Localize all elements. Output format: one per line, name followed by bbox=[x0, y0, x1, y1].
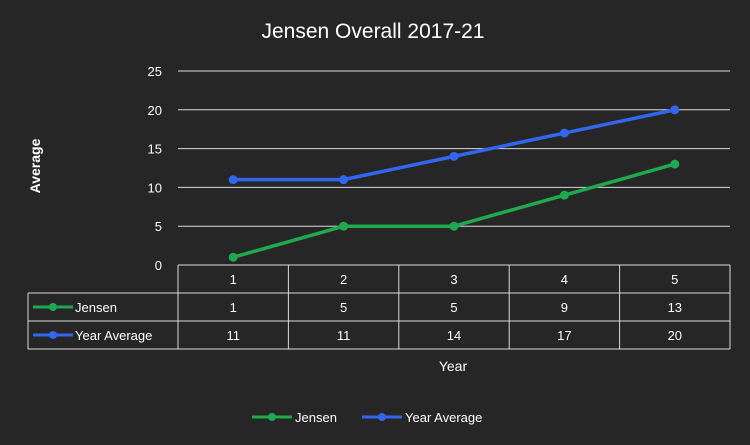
y-tick-label: 10 bbox=[148, 180, 162, 195]
y-axis-tick-labels: 0 5 10 15 20 25 bbox=[148, 64, 162, 273]
table-series-label: Year Average bbox=[75, 328, 152, 343]
y-axis-title: Average bbox=[27, 138, 43, 193]
legend-key-marker bbox=[268, 413, 276, 421]
table-legend-key-marker bbox=[49, 303, 57, 311]
x-tick-label: 3 bbox=[450, 272, 457, 287]
data-point bbox=[559, 190, 569, 200]
y-tick-label: 15 bbox=[148, 142, 162, 157]
table-series-label: Jensen bbox=[75, 300, 117, 315]
data-point bbox=[339, 221, 349, 231]
data-point bbox=[670, 159, 680, 169]
table-cell-value: 20 bbox=[668, 328, 682, 343]
table-cell-value: 14 bbox=[447, 328, 461, 343]
table-cell-value: 13 bbox=[668, 300, 682, 315]
data-point bbox=[339, 175, 349, 185]
legend: Jensen Year Average bbox=[252, 410, 482, 425]
data-point bbox=[228, 252, 238, 262]
legend-label: Year Average bbox=[405, 410, 482, 425]
data-table: 1 2 3 4 5 Jensen 1 5 5 9 13 Year Average 11 11 14 17 20 bbox=[27, 264, 731, 350]
legend-label: Jensen bbox=[295, 410, 337, 425]
data-point bbox=[670, 105, 680, 115]
gridlines bbox=[178, 70, 730, 227]
y-tick-label: 20 bbox=[148, 103, 162, 118]
y-tick-label: 25 bbox=[148, 64, 162, 79]
chart-title: Jensen Overall 2017-21 bbox=[262, 20, 485, 43]
table-cell-value: 5 bbox=[340, 300, 347, 315]
data-point bbox=[449, 151, 459, 161]
table-cell-value: 11 bbox=[226, 328, 240, 343]
y-tick-label: 0 bbox=[155, 258, 162, 273]
x-tick-label: 1 bbox=[230, 272, 237, 287]
series-lines bbox=[228, 105, 680, 262]
series-line bbox=[233, 108, 676, 182]
x-tick-label: 5 bbox=[671, 272, 678, 287]
table-cell-value: 11 bbox=[337, 328, 351, 343]
y-tick-label: 5 bbox=[155, 219, 162, 234]
x-tick-label: 2 bbox=[340, 272, 347, 287]
table-legend-key-marker bbox=[49, 331, 57, 339]
table-cell-value: 17 bbox=[557, 328, 571, 343]
table-cell-value: 1 bbox=[230, 300, 237, 315]
table-cell-value: 5 bbox=[450, 300, 457, 315]
data-point bbox=[449, 221, 459, 231]
x-axis-title: Year bbox=[439, 358, 468, 374]
x-tick-label: 4 bbox=[561, 272, 568, 287]
data-point bbox=[559, 128, 569, 138]
table-cell-value: 9 bbox=[561, 300, 568, 315]
legend-key-marker bbox=[378, 413, 386, 421]
data-point bbox=[228, 175, 238, 185]
